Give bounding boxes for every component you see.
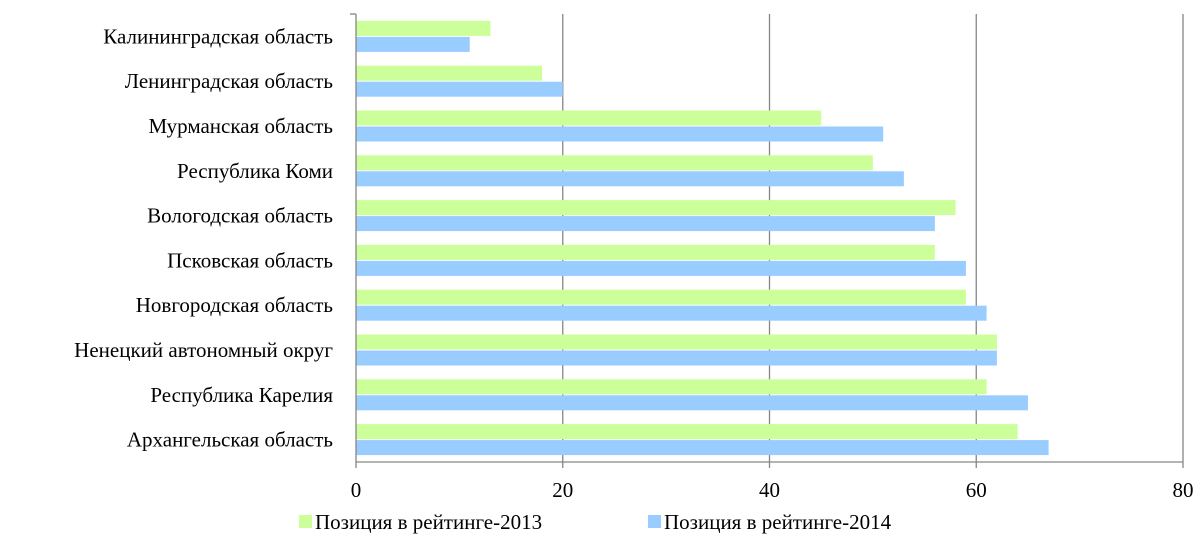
bar-2013 [356, 424, 1018, 440]
category-label: Республика Карелия [150, 383, 333, 407]
category-label: Вологодская область [147, 204, 333, 228]
x-tick-label: 0 [351, 478, 362, 502]
x-tick-labels: 0 20 40 60 80 [351, 478, 1194, 502]
bar-2014 [356, 395, 1028, 411]
category-label: Архангельская область [127, 428, 333, 452]
bar-2013 [356, 110, 822, 126]
category-label: Мурманская область [148, 114, 333, 138]
axes [350, 13, 1184, 468]
gridlines [562, 14, 1184, 462]
bar-2013 [356, 289, 966, 305]
bars [356, 20, 1049, 456]
bar-2014 [356, 440, 1049, 456]
category-label: Ленинградская область [125, 69, 333, 93]
legend: Позиция в рейтинге-2013 Позиция в рейтинг… [299, 510, 892, 534]
bar-2014 [356, 216, 935, 232]
bar-2014 [356, 305, 987, 321]
legend-label-2013: Позиция в рейтинге-2013 [315, 510, 542, 534]
bar-2013 [356, 334, 997, 350]
legend-label-2014: Позиция в рейтинге-2014 [664, 510, 892, 534]
category-label: Республика Коми [177, 159, 333, 183]
category-label: Псковская область [167, 248, 333, 272]
bar-2014 [356, 171, 904, 187]
bar-2013 [356, 244, 935, 260]
bar-2013 [356, 155, 873, 171]
x-tick-label: 80 [1173, 478, 1194, 502]
bar-2013 [356, 65, 543, 81]
bar-2014 [356, 81, 563, 97]
category-label: Новгородская область [136, 293, 333, 317]
bar-2013 [356, 20, 491, 36]
bar-2013 [356, 379, 987, 395]
bar-2014 [356, 260, 966, 276]
category-label: Ненецкий автономный округ [74, 338, 333, 362]
x-tick-label: 60 [966, 478, 987, 502]
bar-2014 [356, 36, 470, 52]
x-tick-label: 40 [759, 478, 780, 502]
legend-swatch-2013 [299, 515, 312, 528]
x-tick-label: 20 [552, 478, 573, 502]
category-label: Калининградская область [103, 24, 333, 48]
legend-swatch-2014 [648, 515, 661, 528]
bar-2013 [356, 200, 956, 216]
bar-2014 [356, 126, 884, 142]
bar-2014 [356, 350, 997, 366]
category-labels: Калининградская область Ленинградская обл… [74, 24, 333, 451]
